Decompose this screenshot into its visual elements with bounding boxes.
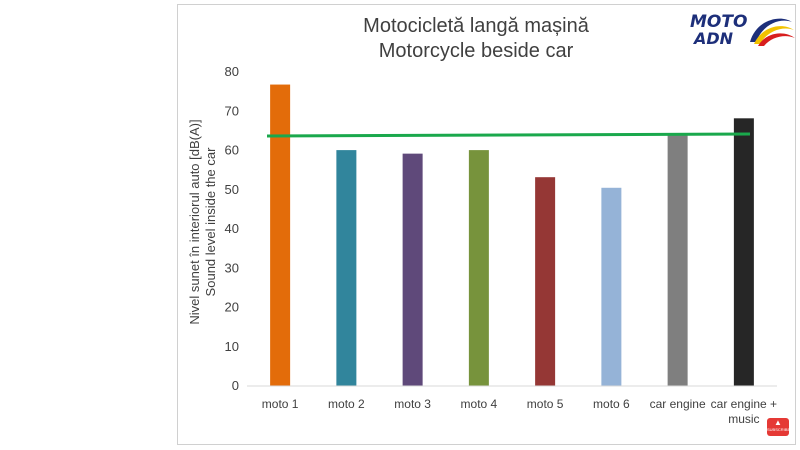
bar-5: [535, 177, 556, 386]
y-tick-label: 20: [225, 300, 239, 315]
chart-title: Motocicletă langă mașină Motorcycle besi…: [177, 14, 775, 64]
y-tick-label: 0: [232, 378, 239, 393]
x-tick-label: moto 4: [461, 397, 498, 411]
chart-title-line-2: Motorcycle beside car: [378, 40, 574, 62]
y-tick-label: 60: [225, 143, 239, 158]
x-tick-label: car engine: [650, 397, 706, 411]
bar-6: [601, 187, 622, 386]
reference-line: [266, 132, 751, 138]
bar-3: [402, 153, 423, 386]
y-tick-label: 50: [225, 182, 239, 197]
bar-2: [336, 150, 357, 386]
bell-icon: ▲: [774, 418, 782, 427]
y-tick-label: 70: [225, 103, 239, 118]
subscribe-button[interactable]: ▲ SUBSCRIBE: [767, 418, 791, 436]
y-tick-label: 30: [225, 260, 239, 275]
x-tick-label: moto 2: [328, 397, 365, 411]
logo-line-2: ADN: [694, 29, 734, 48]
x-tick-label: car engine + music: [711, 397, 777, 426]
logo-line-1: MOTO: [690, 12, 748, 32]
x-tick-label: moto 3: [394, 397, 431, 411]
bar-4: [468, 150, 489, 386]
moto-adn-logo: MOTO ADN: [690, 12, 796, 52]
logo-swoosh-icon: [750, 18, 795, 46]
y-tick-label: 40: [225, 221, 239, 236]
bar-1: [270, 84, 291, 386]
bar-8: [733, 118, 754, 386]
bar-7: [667, 134, 688, 386]
chart-title-line-1: Motocicletă langă mașină: [363, 15, 589, 37]
x-tick-label: moto 5: [527, 397, 564, 411]
subscribe-label: SUBSCRIBE: [767, 427, 791, 432]
x-tick-label: moto 6: [593, 397, 630, 411]
y-tick-label: 10: [225, 339, 239, 354]
y-tick-label: 80: [225, 64, 239, 79]
x-tick-label: moto 1: [262, 397, 299, 411]
